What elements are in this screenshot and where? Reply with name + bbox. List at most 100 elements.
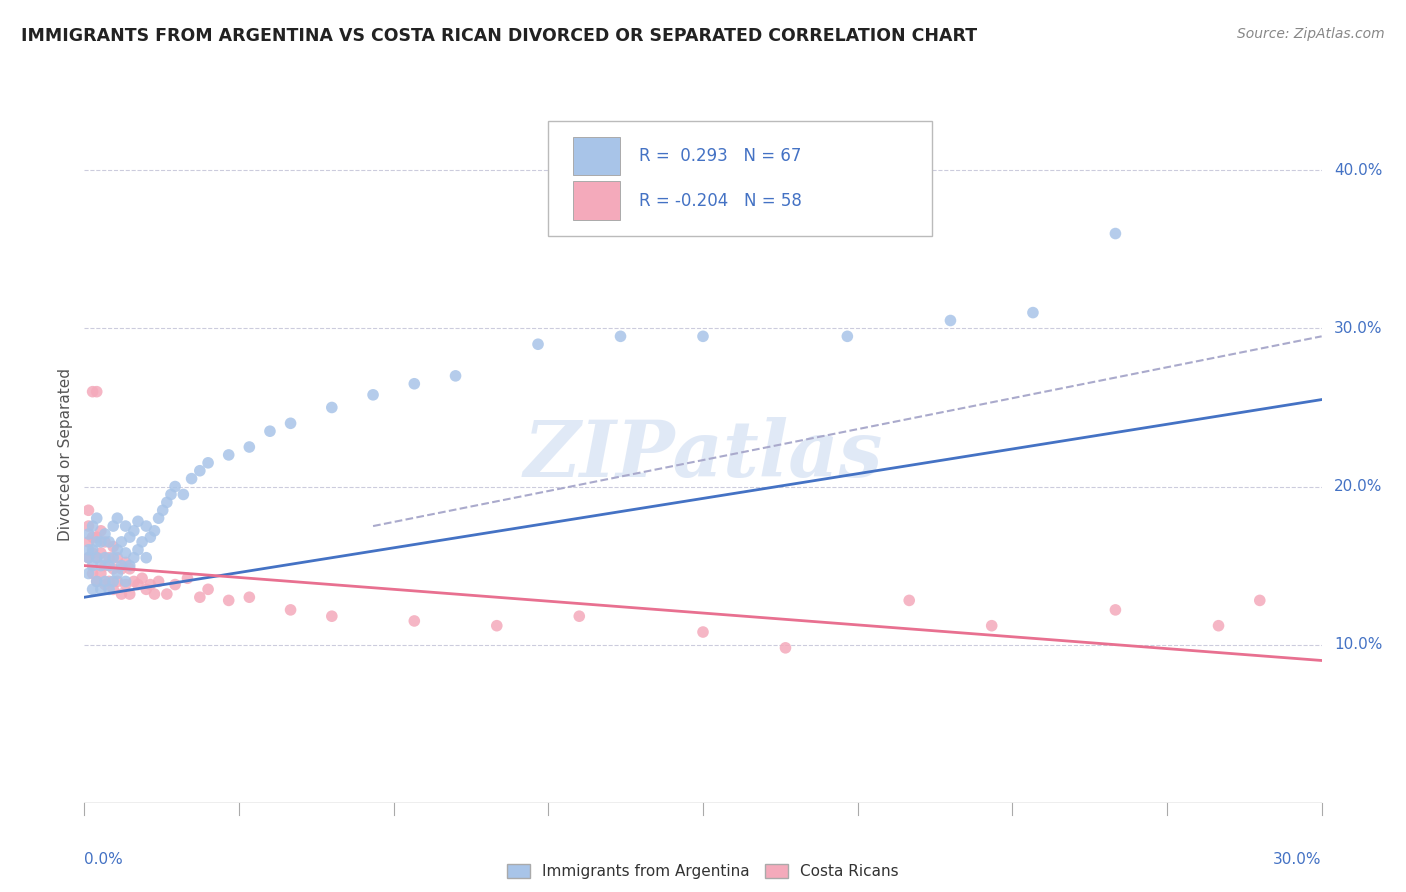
- Point: [321, 609, 343, 624]
- Point: [188, 464, 211, 478]
- Point: [485, 618, 508, 632]
- Text: 10.0%: 10.0%: [1334, 637, 1382, 652]
- Point: [94, 534, 117, 549]
- Text: 30.0%: 30.0%: [1334, 321, 1382, 336]
- Point: [127, 577, 149, 591]
- Point: [90, 582, 112, 597]
- Point: [82, 582, 104, 597]
- Point: [238, 440, 260, 454]
- Point: [98, 534, 121, 549]
- Point: [527, 337, 550, 351]
- Point: [114, 546, 136, 560]
- Point: [77, 503, 100, 517]
- Text: 40.0%: 40.0%: [1334, 163, 1382, 178]
- Point: [444, 368, 467, 383]
- Point: [77, 527, 100, 541]
- Bar: [574, 181, 620, 219]
- Text: ZIPatlas: ZIPatlas: [523, 417, 883, 493]
- Point: [692, 625, 714, 640]
- Point: [156, 495, 179, 509]
- Point: [127, 542, 149, 557]
- Point: [837, 329, 859, 343]
- Point: [152, 503, 174, 517]
- Point: [775, 640, 797, 655]
- Point: [105, 542, 128, 557]
- Point: [103, 562, 125, 576]
- Point: [1249, 593, 1271, 607]
- Point: [135, 550, 157, 565]
- Point: [114, 577, 136, 591]
- Point: [110, 587, 132, 601]
- Point: [218, 448, 240, 462]
- Point: [1208, 618, 1230, 632]
- Point: [980, 618, 1002, 632]
- Point: [98, 550, 121, 565]
- Point: [156, 587, 179, 601]
- Point: [103, 582, 125, 597]
- Point: [122, 574, 145, 589]
- Point: [103, 540, 125, 554]
- Point: [135, 519, 157, 533]
- Legend: Immigrants from Argentina, Costa Ricans: Immigrants from Argentina, Costa Ricans: [501, 858, 905, 886]
- Point: [82, 519, 104, 533]
- Point: [105, 550, 128, 565]
- Point: [105, 574, 128, 589]
- Point: [94, 574, 117, 589]
- Point: [165, 479, 187, 493]
- Point: [90, 566, 112, 581]
- Point: [90, 534, 112, 549]
- Point: [568, 609, 591, 624]
- Point: [197, 456, 219, 470]
- Point: [105, 566, 128, 581]
- Point: [98, 574, 121, 589]
- Point: [110, 562, 132, 576]
- Bar: [574, 137, 620, 175]
- Point: [94, 527, 117, 541]
- Point: [90, 546, 112, 560]
- Point: [176, 571, 198, 585]
- Point: [114, 519, 136, 533]
- Point: [103, 519, 125, 533]
- Text: R = -0.204   N = 58: R = -0.204 N = 58: [638, 192, 801, 210]
- Point: [98, 558, 121, 573]
- Point: [160, 487, 183, 501]
- Text: 20.0%: 20.0%: [1334, 479, 1382, 494]
- Point: [692, 329, 714, 343]
- Point: [361, 388, 384, 402]
- Point: [143, 587, 166, 601]
- Point: [118, 530, 141, 544]
- Point: [135, 582, 157, 597]
- Point: [82, 558, 104, 573]
- Point: [114, 574, 136, 589]
- Point: [90, 558, 112, 573]
- Point: [86, 550, 108, 565]
- Point: [1022, 305, 1045, 319]
- Point: [131, 571, 153, 585]
- Point: [122, 550, 145, 565]
- Text: Source: ZipAtlas.com: Source: ZipAtlas.com: [1237, 27, 1385, 41]
- Point: [77, 519, 100, 533]
- Text: R =  0.293   N = 67: R = 0.293 N = 67: [638, 147, 801, 165]
- Point: [82, 546, 104, 560]
- Point: [172, 487, 194, 501]
- Point: [94, 550, 117, 565]
- Point: [77, 550, 100, 565]
- Point: [77, 534, 100, 549]
- Point: [280, 417, 302, 431]
- Point: [321, 401, 343, 415]
- Point: [86, 574, 108, 589]
- Point: [110, 558, 132, 573]
- Point: [404, 376, 426, 391]
- Text: 30.0%: 30.0%: [1274, 852, 1322, 866]
- Point: [77, 566, 100, 581]
- Point: [180, 472, 202, 486]
- Point: [86, 574, 108, 589]
- Point: [82, 542, 104, 557]
- Point: [98, 582, 121, 597]
- Point: [609, 329, 631, 343]
- Point: [77, 550, 100, 565]
- Point: [127, 514, 149, 528]
- Point: [118, 562, 141, 576]
- Point: [82, 384, 104, 399]
- Point: [259, 424, 281, 438]
